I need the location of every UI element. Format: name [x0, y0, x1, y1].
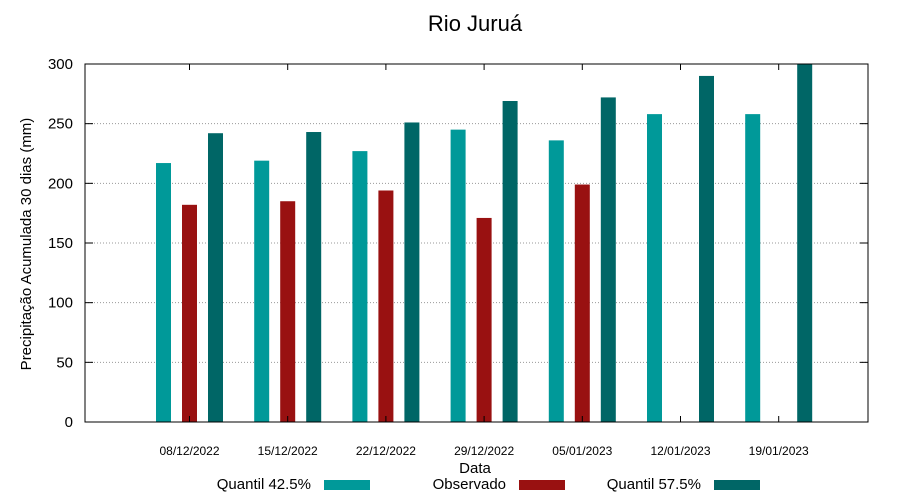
y-tick-label: 0 [65, 414, 73, 431]
bar-quantil-57-5--6 [797, 64, 813, 422]
x-tick-label: 12/01/2023 [650, 444, 710, 458]
y-tick-label: 300 [48, 56, 73, 73]
bar-observado-0 [182, 204, 197, 422]
bar-quantil-57-5--1 [306, 132, 322, 422]
bar-quantil-57-5--2 [404, 122, 420, 423]
x-tick-label: 05/01/2023 [552, 444, 612, 458]
chart-title: Rio Juruá [428, 11, 523, 36]
x-tick-label: 22/12/2022 [356, 444, 416, 458]
x-axis-label: Data [459, 460, 491, 477]
bar-quantil-57-5--3 [502, 100, 518, 422]
x-tick-label: 19/01/2023 [749, 444, 809, 458]
bar-quantil-42-5--5 [647, 114, 662, 423]
bar-observado-4 [574, 184, 590, 422]
legend-swatch [324, 480, 370, 490]
bar-quantil-57-5--0 [208, 133, 223, 423]
x-tick-label: 29/12/2022 [454, 444, 514, 458]
x-tick-label: 15/12/2022 [258, 444, 318, 458]
y-tick-label: 250 [48, 116, 73, 133]
y-axis-label: Precipitação Acumulada 30 dias (mm) [18, 118, 35, 371]
bar-quantil-42-5--4 [548, 140, 564, 422]
legend: Quantil 42.5% Observado Quantil 57.5% [217, 476, 760, 493]
bar-quantil-42-5--1 [254, 160, 270, 422]
bar-quantil-57-5--5 [699, 75, 714, 422]
bar-observado-3 [476, 217, 492, 422]
bar-quantil-42-5--2 [352, 151, 368, 422]
bar-quantil-42-5--0 [156, 163, 171, 422]
y-axis-ticks: 0 50 100 150 200 250 300 [48, 56, 868, 431]
x-tick-label: 08/12/2022 [159, 444, 219, 458]
y-tick-label: 100 [48, 295, 73, 312]
bar-quantil-42-5--6 [745, 114, 761, 423]
legend-label: Observado [433, 476, 506, 493]
y-tick-label: 200 [48, 175, 73, 192]
bar-quantil-42-5--3 [450, 129, 466, 422]
legend-swatch [519, 480, 565, 490]
y-tick-label: 150 [48, 235, 73, 252]
bar-observado-2 [378, 190, 394, 422]
legend-label: Quantil 42.5% [217, 476, 311, 493]
bar-observado-1 [280, 201, 296, 422]
x-axis-ticks: 08/12/2022 15/12/2022 22/12/2022 29/12/2022… [159, 64, 809, 458]
y-tick-label: 50 [56, 354, 73, 371]
bars [156, 64, 813, 423]
legend-label: Quantil 57.5% [607, 476, 701, 493]
bar-quantil-57-5--4 [600, 97, 616, 422]
legend-swatch [714, 480, 760, 490]
